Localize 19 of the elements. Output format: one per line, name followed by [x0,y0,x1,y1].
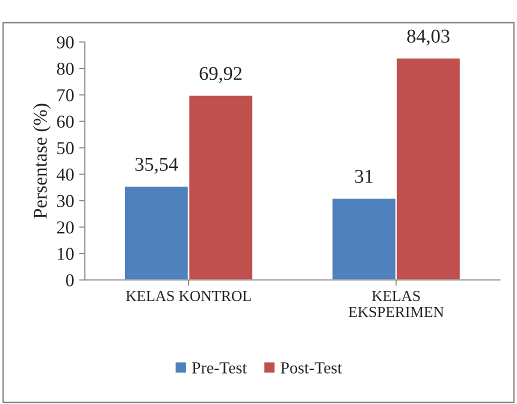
y-tick-label: 50 [57,142,74,154]
data-label: 69,92 [200,66,242,83]
legend-label: Pre-Test [192,362,247,374]
y-tick-label: 40 [56,168,74,181]
y-tick-label: 90 [56,36,74,48]
y-tick-label: 80 [57,62,74,75]
y-tick-label: 10 [58,248,74,260]
y-tick-label: 70 [58,89,74,102]
y-tick-label: 60 [57,116,74,128]
y-tick-label: 20 [57,221,74,234]
y-tick-label: 30 [57,194,74,208]
y-tick-label: 0 [66,274,74,286]
x-tick-label: KELAS EKSPERIMEN [348,290,444,318]
y-axis-title: Persentase (%) [33,104,51,218]
legend-label: Post-Test [280,362,342,374]
x-tick-label: KELAS KONTROL [126,290,251,302]
data-label: 31 [355,170,373,183]
data-label: 35,54 [135,158,178,174]
data-label: 84,03 [407,30,450,46]
